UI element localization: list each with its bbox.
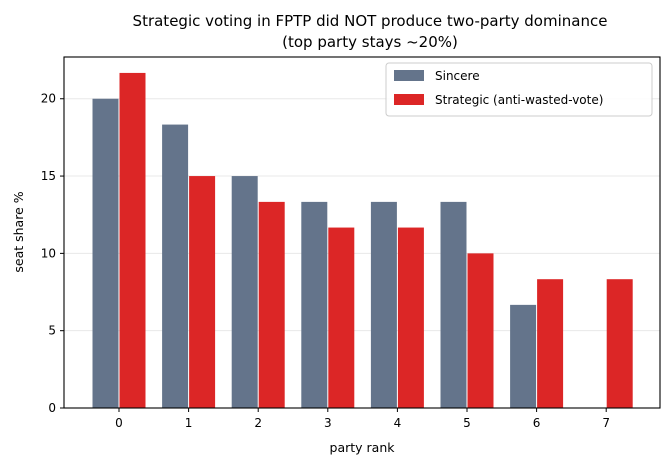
legend-box bbox=[385, 62, 653, 117]
x-tick-label-0: 0 bbox=[115, 416, 123, 430]
legend-swatch-strategic bbox=[394, 94, 424, 105]
y-tick-label-4: 20 bbox=[41, 92, 56, 106]
y-tick-label-1: 5 bbox=[48, 324, 56, 338]
bar-strategic-5 bbox=[467, 253, 494, 408]
bar-sincere-5 bbox=[440, 201, 467, 408]
bar-strategic-4 bbox=[397, 227, 424, 408]
bar-sincere-1 bbox=[162, 124, 189, 409]
bars-group bbox=[92, 72, 633, 409]
y-axis-label: seat share % bbox=[11, 191, 26, 272]
x-axis-ticks: 0 1 2 3 4 5 6 7 bbox=[115, 408, 610, 430]
y-tick-label-2: 10 bbox=[41, 246, 56, 260]
bar-strategic-1 bbox=[189, 176, 216, 408]
bar-strategic-3 bbox=[328, 227, 355, 408]
y-tick-label-0: 0 bbox=[48, 401, 56, 415]
y-tick-label-3: 15 bbox=[41, 169, 56, 183]
gridlines bbox=[64, 98, 660, 332]
legend-swatch-sincere bbox=[394, 70, 424, 81]
bar-strategic-2 bbox=[258, 201, 285, 408]
legend: Sincere Strategic (anti-wasted-vote) bbox=[385, 62, 653, 117]
bar-sincere-3 bbox=[301, 201, 328, 408]
x-tick-label-5: 5 bbox=[463, 416, 471, 430]
bar-sincere-4 bbox=[370, 201, 397, 408]
bar-strategic-7 bbox=[606, 279, 633, 408]
x-tick-label-4: 4 bbox=[394, 416, 402, 430]
x-tick-label-7: 7 bbox=[602, 416, 610, 430]
bar-sincere-0 bbox=[92, 98, 119, 408]
y-axis-ticks: 0 5 10 15 20 bbox=[41, 92, 64, 415]
bar-sincere-6 bbox=[510, 304, 537, 408]
bar-strategic-0 bbox=[119, 72, 146, 409]
legend-label-strategic: Strategic (anti-wasted-vote) bbox=[435, 93, 603, 107]
x-axis-label: party rank bbox=[330, 440, 396, 455]
bar-strategic-6 bbox=[537, 279, 564, 408]
chart-title: Strategic voting in FPTP did NOT produce… bbox=[133, 12, 608, 30]
x-tick-label-3: 3 bbox=[324, 416, 332, 430]
x-tick-label-6: 6 bbox=[533, 416, 541, 430]
bar-sincere-2 bbox=[231, 176, 258, 408]
x-tick-label-2: 2 bbox=[254, 416, 262, 430]
legend-label-sincere: Sincere bbox=[435, 69, 480, 83]
x-tick-label-1: 1 bbox=[185, 416, 193, 430]
plot-frame bbox=[63, 56, 661, 409]
chart-subtitle: (top party stays ~20%) bbox=[282, 33, 458, 51]
